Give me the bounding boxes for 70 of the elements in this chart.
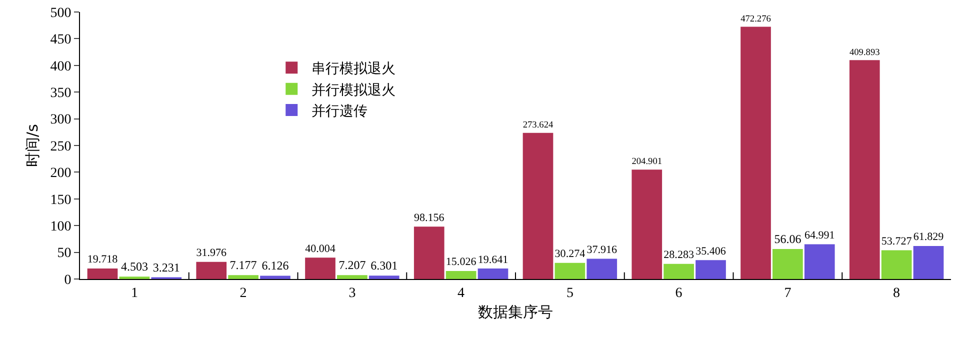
bar	[478, 268, 508, 279]
x-tick-label: 1	[130, 286, 138, 301]
data-label: 53.727	[881, 236, 912, 248]
legend-label: 并行遗传	[312, 104, 368, 120]
data-label: 6.301	[370, 258, 398, 273]
data-label: 35.406	[696, 245, 726, 258]
x-tick-label: 8	[893, 286, 900, 301]
data-label: 64.991	[804, 230, 835, 242]
data-label: 4.503	[120, 260, 148, 274]
y-tick-label: 400	[50, 59, 72, 74]
bar	[849, 60, 880, 279]
data-label: 56.06	[774, 232, 802, 246]
x-tick-label: 7	[784, 286, 792, 301]
data-label: 37.916	[586, 244, 618, 256]
y-tick-label: 100	[50, 220, 72, 234]
bar	[260, 276, 290, 279]
x-tick-label: 2	[240, 286, 247, 301]
data-label: 204.901	[632, 157, 662, 168]
y-tick-label: 250	[50, 139, 72, 154]
data-label: 3.231	[152, 260, 180, 274]
bar	[337, 275, 368, 279]
x-tick-label: 3	[348, 286, 356, 301]
y-axis-title: 时间/s	[23, 124, 42, 167]
x-tick-label: 4	[458, 286, 465, 301]
legend-label: 串行模拟退火	[312, 61, 396, 78]
data-label: 19.718	[87, 254, 118, 266]
data-label: 28.283	[664, 249, 694, 262]
bar	[632, 170, 662, 279]
bar	[522, 132, 554, 279]
data-label: 409.893	[849, 48, 880, 58]
bar	[414, 226, 444, 279]
bar	[696, 260, 726, 279]
bar	[446, 270, 476, 279]
bar	[664, 264, 694, 279]
bar	[881, 250, 912, 279]
x-tick-label: 6	[675, 286, 682, 301]
bar	[196, 262, 227, 279]
data-label: 19.641	[478, 254, 508, 266]
y-tick-label: 150	[50, 192, 72, 208]
y-tick-label: 450	[50, 32, 72, 48]
bar	[804, 244, 835, 279]
data-label: 273.624	[522, 120, 554, 131]
bar	[554, 262, 586, 279]
data-label: 40.004	[305, 242, 336, 255]
x-axis-title: 数据集序号	[478, 302, 553, 321]
data-label: 98.156	[414, 212, 445, 224]
data-label: 6.126	[262, 258, 289, 273]
y-tick-label: 500	[50, 6, 72, 21]
data-label: 7.207	[338, 258, 366, 272]
bar	[305, 258, 336, 279]
bar	[87, 268, 118, 279]
y-tick-label: 200	[50, 166, 72, 182]
bar	[368, 276, 400, 279]
bar	[586, 258, 618, 279]
x-tick-label: 5	[566, 286, 574, 301]
bar	[913, 246, 944, 279]
data-label: 15.026	[446, 256, 477, 268]
bar	[228, 275, 258, 279]
legend-label: 并行模拟退火	[312, 82, 396, 98]
data-label: 31.976	[196, 247, 228, 260]
y-tick-label: 350	[50, 86, 72, 101]
bar	[772, 249, 803, 279]
data-label: 7.177	[230, 258, 257, 272]
data-label: 472.276	[740, 14, 772, 24]
bar	[740, 26, 771, 279]
y-tick-label: 300	[50, 112, 72, 128]
data-label: 30.274	[554, 248, 586, 260]
y-tick-label: 50	[57, 246, 72, 262]
y-tick-label: 0	[64, 272, 72, 288]
data-label: 61.829	[913, 231, 944, 244]
